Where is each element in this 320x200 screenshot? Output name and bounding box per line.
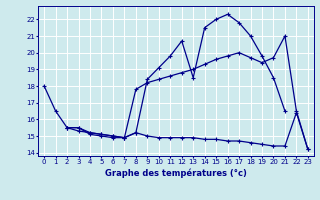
X-axis label: Graphe des températures (°c): Graphe des températures (°c) [105,168,247,178]
